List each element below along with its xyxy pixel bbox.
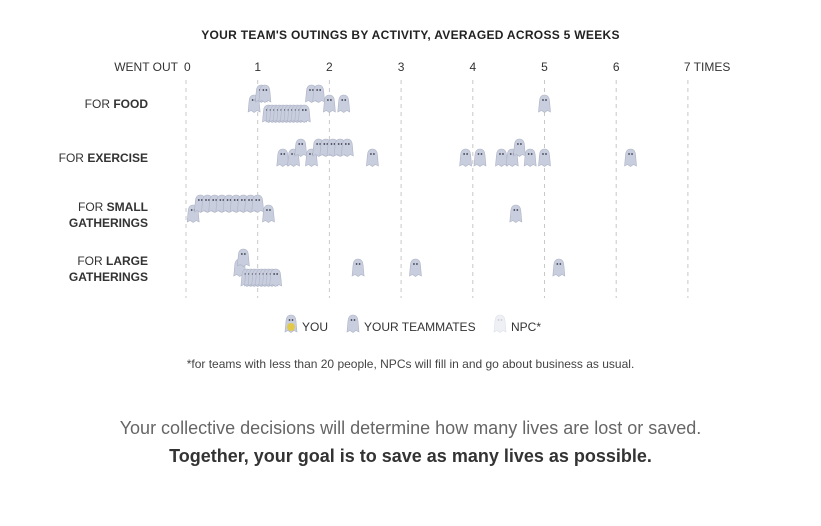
row-label: FOR EXERCISE [59,151,148,165]
legend-item-you: YOU [284,314,328,334]
x-tick-label: 5 [541,60,548,74]
ghost-point [340,138,354,157]
ghost-faded-icon [493,314,507,333]
ghost-point [337,94,351,113]
ghost-point [312,84,325,103]
chart-area: WENT OUT 0 1 2 3 4 5 6 7 TIMES FOR FOOD FOR EXER… [59,60,730,298]
x-tick-label: 4 [469,60,476,74]
message-line-2: Together, your goal is to save as many l… [169,446,652,466]
x-tick-label: 3 [398,60,405,74]
legend: YOU YOUR TEAMMATES NPC* [0,314,821,344]
legend-label-npc: NPC* [511,320,542,334]
legend-label-you: YOU [302,320,329,334]
row-label: FOR SMALL [78,200,148,214]
x-axis-prefix: WENT OUT [114,60,178,74]
ghost-yellow-icon [284,314,298,333]
data-marks [186,84,637,287]
ghost-point [294,138,308,157]
footnote: *for teams with less than 20 people, NPC… [186,357,635,371]
message-line-1: Your collective decisions will determine… [119,418,702,438]
x-tick-label: 7 TIMES [684,60,730,74]
row-labels: FOR FOOD FOR EXERCISE FOR SMALL GATHERINGS F… [59,97,149,284]
ghost-point [409,258,422,277]
row-label-line2: GATHERINGS [69,270,148,284]
x-tick-label: 1 [254,60,261,74]
ghost-point [538,94,551,113]
row-label-line2: GATHERINGS [69,216,148,230]
ghost-point [513,138,526,157]
legend-item-teammates: YOUR TEAMMATES [346,314,476,334]
x-tick-label: 0 [184,60,191,74]
ghost-point [251,194,265,213]
ghost-point [624,148,637,167]
ghost-point [276,148,290,167]
ghost-point [269,268,282,287]
x-tick-label: 6 [613,60,620,74]
legend-item-npc: NPC* [493,314,541,334]
ghost-point [459,148,472,167]
row-label: FOR FOOD [85,97,149,111]
ghost-point [323,94,336,113]
ghost-point [366,148,379,167]
ghost-icon [346,314,360,333]
legend-label-teammates: YOUR TEAMMATES [364,320,476,334]
ghost-point [297,104,311,123]
ghost-point [552,258,566,277]
x-tick-label: 2 [326,60,333,74]
gridlines [185,80,689,298]
x-axis-ticks: 0 1 2 3 4 5 6 7 TIMES [184,60,730,74]
ghost-point [509,204,523,223]
ghost-point [495,148,508,167]
row-label: FOR LARGE [77,254,148,268]
chart-title: YOUR TEAM'S OUTINGS BY ACTIVITY, AVERAGE… [201,28,620,42]
ghost-point [258,84,272,103]
ghost-point [262,204,275,223]
ghost-point [473,148,487,167]
ghost-point [523,148,537,167]
ghost-point [237,248,250,267]
ghost-point [538,148,551,167]
ghost-point [351,258,365,277]
